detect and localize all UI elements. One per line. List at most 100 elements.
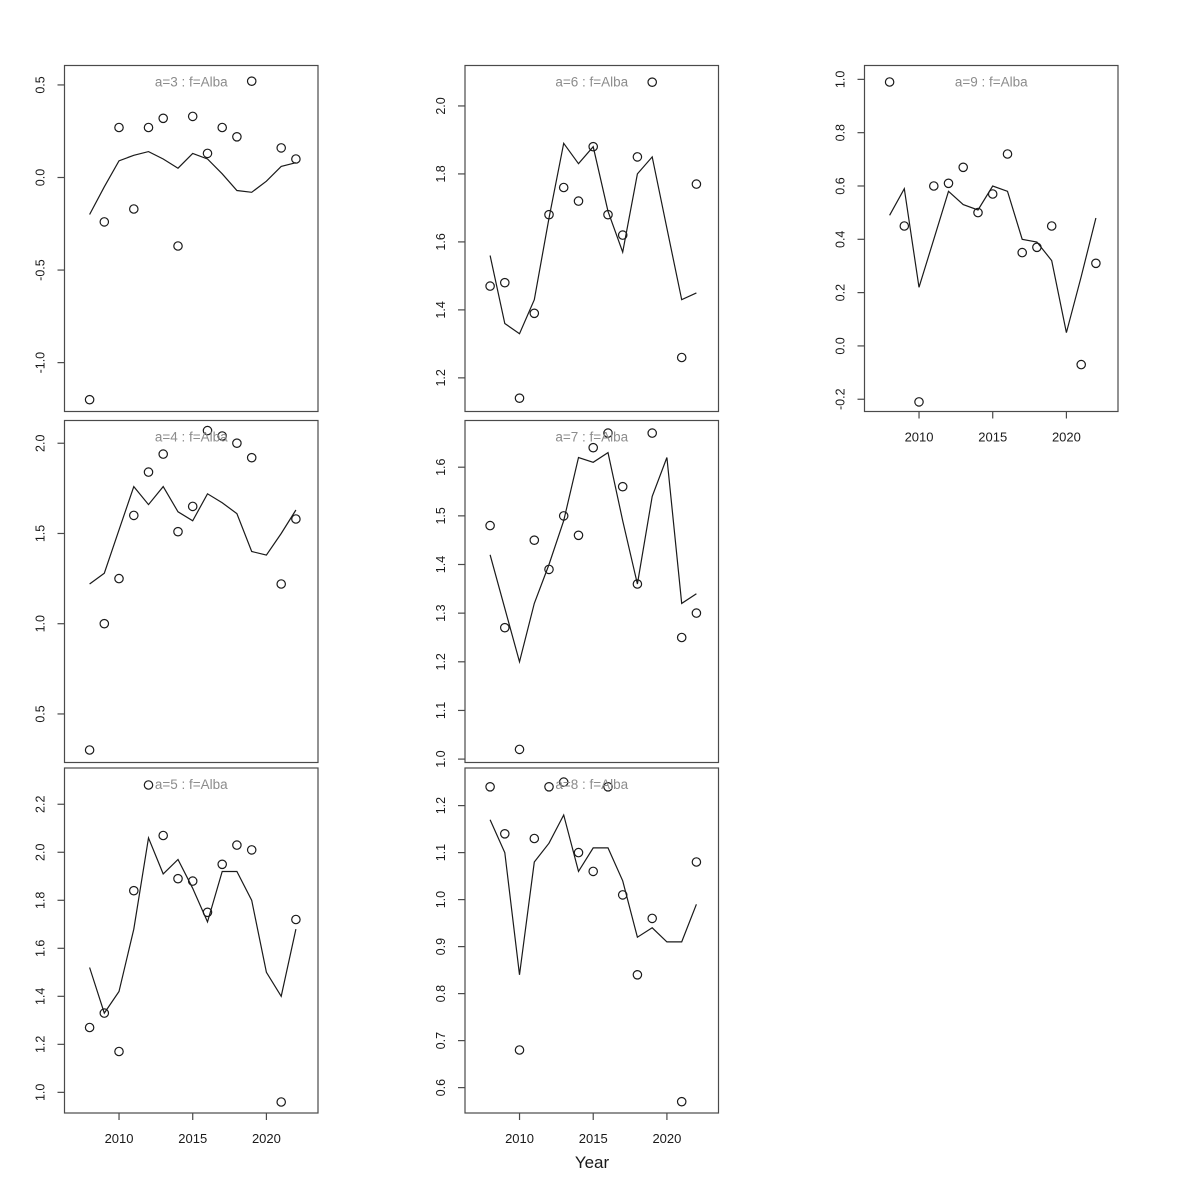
data-point-a4 — [187, 501, 198, 512]
fit-line-a3 — [89, 150, 297, 215]
data-point-a8 — [485, 781, 495, 792]
data-point-a7 — [603, 428, 613, 438]
data-point-a7 — [499, 622, 510, 633]
y-tick-label-a8: 1.0 — [434, 891, 448, 908]
data-point-a5 — [217, 859, 227, 870]
data-point-a9 — [928, 181, 939, 191]
data-point-a6 — [676, 352, 687, 363]
fit-line-a7 — [489, 451, 697, 665]
y-tick-label-a9: 0.6 — [834, 177, 848, 194]
y-tick-label-a8: 1.1 — [434, 844, 448, 861]
data-point-a5 — [114, 1046, 124, 1057]
data-point-a3 — [158, 113, 168, 124]
data-point-a6 — [632, 152, 643, 162]
data-point-a4 — [173, 526, 183, 537]
x-tick-label-a8: 2015 — [579, 1131, 608, 1146]
y-tick-label-a9: 1.0 — [834, 71, 848, 88]
data-point-a5 — [187, 876, 198, 886]
y-tick-label-a5: 1.2 — [34, 1036, 48, 1053]
data-point-a8 — [676, 1096, 687, 1107]
panel-title-a5: a=5 : f=Alba — [155, 777, 228, 792]
data-point-a5 — [143, 780, 154, 790]
panel-title-a7: a=7 : f=Alba — [555, 430, 628, 445]
data-point-a3 — [291, 154, 301, 164]
data-point-a8 — [588, 866, 598, 877]
data-point-a9 — [899, 221, 910, 231]
data-point-a8 — [617, 890, 628, 900]
panel-title-a3: a=3 : f=Alba — [155, 75, 228, 90]
data-point-a6 — [529, 308, 540, 319]
y-tick-label-a5: 2.0 — [34, 844, 48, 861]
x-tick-label-a9: 2010 — [905, 430, 934, 445]
y-tick-label-a7: 1.1 — [434, 702, 448, 719]
data-point-a7 — [691, 608, 702, 618]
data-point-a4 — [202, 425, 213, 436]
y-tick-label-a6: 1.2 — [434, 369, 448, 386]
data-point-a7 — [529, 535, 540, 545]
y-tick-label-a7: 1.5 — [434, 507, 448, 524]
data-point-a7 — [485, 520, 495, 531]
y-tick-label-a7: 1.4 — [434, 556, 448, 573]
data-point-a3 — [187, 111, 198, 122]
y-tick-label-a4: 1.5 — [34, 525, 48, 542]
y-tick-label-a5: 1.0 — [34, 1084, 48, 1101]
fit-line-a6 — [489, 141, 697, 335]
data-point-a5 — [202, 907, 213, 918]
y-tick-label-a6: 2.0 — [434, 97, 448, 114]
y-tick-label-a7: 1.3 — [434, 604, 448, 621]
data-point-a9 — [958, 162, 968, 173]
data-point-a3 — [173, 241, 183, 251]
data-point-a7 — [544, 564, 554, 575]
data-point-a6 — [691, 179, 702, 189]
y-tick-label-a6: 1.8 — [434, 165, 448, 182]
data-point-a9 — [914, 397, 924, 407]
data-point-a4 — [291, 514, 301, 524]
y-tick-label-a8: 0.9 — [434, 938, 448, 955]
data-point-a9 — [1046, 221, 1057, 231]
data-point-a3 — [232, 132, 242, 142]
data-point-a5 — [84, 1022, 95, 1033]
y-tick-label-a3: 0.5 — [34, 76, 48, 93]
panel-border-a6 — [464, 64, 720, 413]
data-point-a6 — [647, 77, 657, 87]
data-point-a5 — [129, 885, 139, 896]
data-point-a5 — [276, 1097, 286, 1107]
y-tick-label-a3: -0.5 — [34, 259, 48, 281]
y-tick-label-a5: 1.8 — [34, 892, 48, 909]
data-point-a9 — [973, 207, 983, 218]
data-point-a8 — [499, 828, 510, 839]
data-point-a9 — [987, 189, 998, 199]
fit-line-a9 — [889, 185, 1097, 333]
x-axis-title: Year — [574, 1153, 610, 1172]
panel-border-a7 — [464, 419, 720, 764]
data-point-a6 — [485, 281, 495, 291]
data-point-a8 — [529, 833, 540, 844]
data-point-a7 — [632, 579, 643, 589]
y-tick-label-a8: 0.7 — [434, 1032, 448, 1049]
y-tick-label-a7: 1.6 — [434, 458, 448, 475]
data-point-a5 — [158, 830, 168, 841]
data-point-a3 — [276, 143, 286, 153]
fit-line-a5 — [89, 835, 297, 1015]
data-point-a3 — [129, 204, 139, 214]
y-tick-label-a7: 1.2 — [434, 653, 448, 670]
x-tick-label-a9: 2015 — [978, 430, 1007, 445]
data-point-a3 — [202, 148, 213, 159]
data-point-a9 — [1032, 242, 1042, 253]
y-tick-label-a4: 1.0 — [34, 615, 48, 632]
y-tick-label-a6: 1.6 — [434, 233, 448, 250]
data-point-a8 — [558, 777, 569, 787]
y-tick-label-a8: 0.8 — [434, 985, 448, 1002]
data-point-a4 — [276, 579, 286, 589]
panel-title-a6: a=6 : f=Alba — [555, 75, 628, 90]
data-point-a9 — [884, 77, 895, 87]
fit-line-a8 — [489, 813, 697, 975]
panel-title-a4: a=4 : f=Alba — [155, 430, 228, 445]
data-point-a8 — [573, 847, 584, 858]
data-point-a3 — [99, 217, 110, 227]
x-tick-label-a5: 2020 — [252, 1131, 281, 1146]
data-point-a5 — [246, 845, 257, 855]
data-point-a6 — [514, 393, 525, 403]
